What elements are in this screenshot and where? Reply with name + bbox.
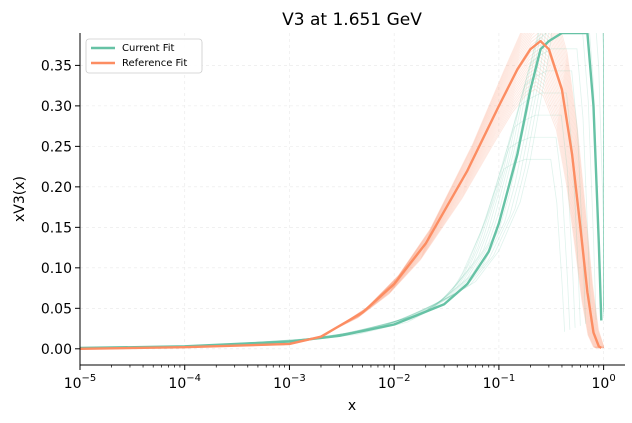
legend: Current Fit Reference Fit: [85, 38, 203, 74]
series-layer: [80, 33, 603, 350]
reference-replica-curve: [80, 33, 603, 350]
current-replica-curve: [80, 33, 597, 349]
y-axis-label: xV3(x): [12, 176, 28, 222]
reference-replica-curve: [80, 58, 600, 350]
x-tick-label-0: 10−5: [64, 373, 97, 392]
x-axis-label: x: [348, 398, 356, 414]
y-tick-label-7: 0.35: [41, 58, 72, 74]
y-tick-label-3: 0.15: [41, 220, 72, 236]
x-tick-label-2: 10−3: [273, 373, 306, 392]
x-tick-label-3: 10−2: [378, 373, 411, 392]
current-replica-curve: [85, 33, 604, 349]
legend-label-current-fit: Current Fit: [122, 43, 175, 54]
y-tick-label-1: 0.05: [41, 301, 72, 317]
x-ticks: 10−5 10−4 10−3 10−2 10−1 100: [64, 365, 616, 392]
grid-layer: [79, 33, 625, 365]
legend-label-reference-fit: Reference Fit: [122, 58, 187, 69]
y-tick-label-2: 0.10: [41, 261, 72, 277]
series-line-current-fit: [80, 33, 603, 350]
y-tick-label-4: 0.20: [41, 180, 72, 196]
y-tick-label-0: 0.00: [41, 342, 72, 358]
series-line-reference-fit: [80, 39, 602, 350]
y-tick-label-6: 0.30: [41, 99, 72, 115]
x-tick-label-5: 100: [592, 373, 616, 392]
reference-replica-curve: [80, 36, 602, 350]
x-tick-label-4: 10−1: [483, 373, 516, 392]
chart-title: V3 at 1.651 GeV: [282, 10, 422, 30]
reference-replica-curve: [80, 88, 597, 350]
reference-replica-curve: [81, 33, 603, 350]
y-tick-label-5: 0.25: [41, 139, 72, 155]
x-tick-label-1: 10−4: [168, 373, 201, 392]
current-replica-curve: [80, 48, 592, 349]
current-replica-curve: [80, 33, 602, 349]
y-ticks: 0.00 0.05 0.10 0.15 0.20 0.25 0.30 0.35: [41, 58, 80, 358]
reference-replica-curve: [80, 81, 597, 350]
